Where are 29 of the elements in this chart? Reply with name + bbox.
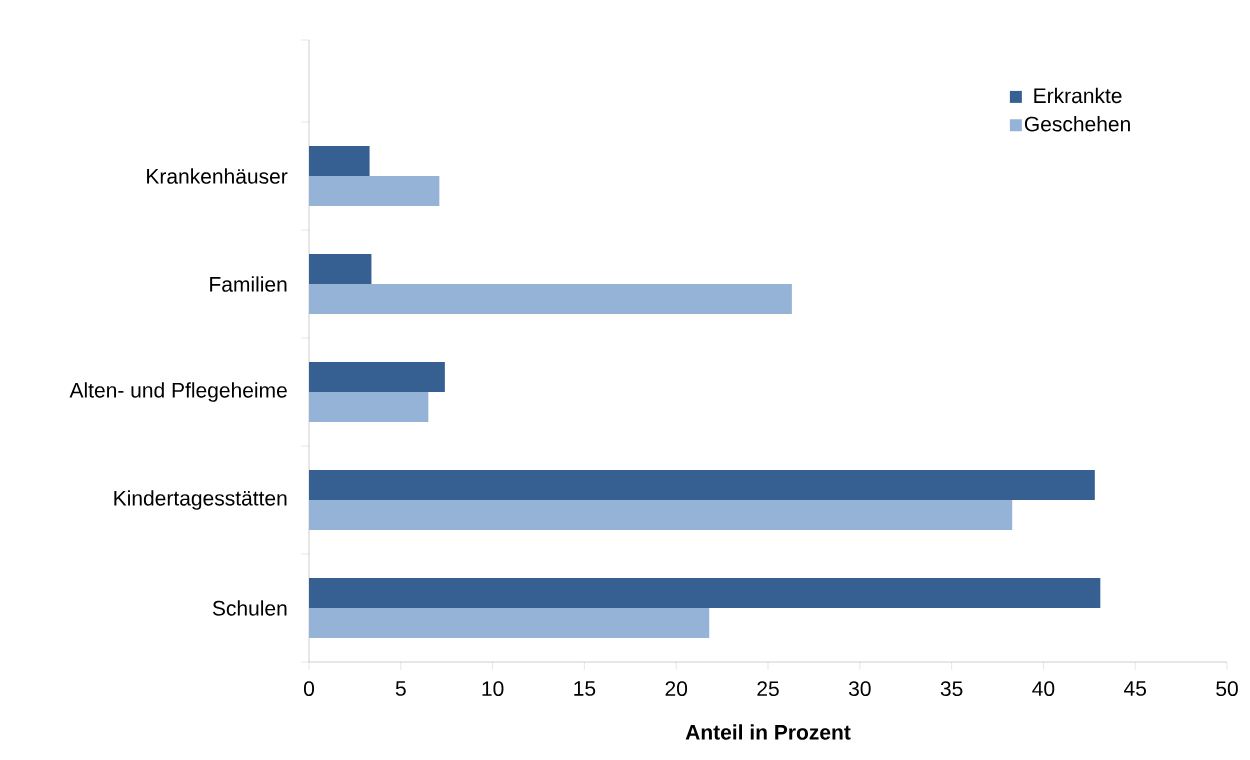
y-tick-label: Kindertagesstätten — [114, 490, 287, 510]
bar — [309, 392, 429, 423]
x-tick-label: 20 — [665, 681, 688, 697]
x-tick-label: 50 — [1216, 681, 1238, 697]
bar — [309, 578, 1101, 609]
bar — [309, 500, 1013, 531]
bar — [309, 146, 370, 177]
bar — [309, 470, 1095, 501]
x-tick-label: 45 — [1124, 681, 1146, 696]
x-tick-label: 10 — [482, 681, 504, 697]
x-tick-label: 25 — [757, 681, 779, 697]
bar — [309, 284, 792, 315]
x-axis-title: Anteil in Prozent — [685, 724, 851, 740]
x-tick-label: 5 — [395, 681, 406, 696]
bar — [309, 254, 372, 285]
y-tick-label: Krankenhäuser — [147, 168, 288, 184]
x-tick-label: 30 — [848, 681, 871, 697]
bar — [309, 176, 440, 207]
x-tick-label: 40 — [1032, 681, 1055, 697]
x-tick-label: 15 — [574, 681, 596, 696]
legend-label: Erkrankte — [1034, 87, 1122, 104]
x-tick-label: 0 — [303, 681, 315, 697]
bar — [309, 362, 445, 393]
y-tick-label: Alten- und Pflegeheime — [69, 382, 287, 402]
legend-label: Geschehen — [1024, 116, 1130, 132]
y-tick-label: Schulen — [212, 600, 287, 616]
y-tick-label: Familien — [210, 276, 287, 292]
bar — [309, 608, 710, 639]
x-tick-label: 35 — [940, 681, 963, 697]
